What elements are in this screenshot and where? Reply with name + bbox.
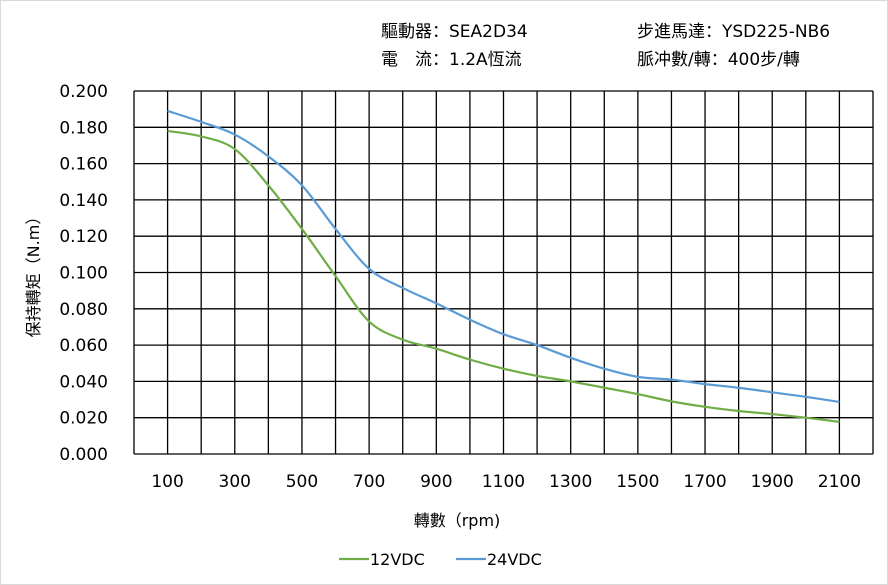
y-tick-label: 0.100 [59, 264, 108, 284]
motor-value: YSD225-NB6 [722, 22, 831, 42]
y-tick-label: 0.060 [59, 336, 108, 356]
y-axis-label: 保持轉矩（N.m） [24, 209, 43, 338]
motor-info: 步進馬達：YSD225-NB6 [637, 17, 830, 42]
series-line-24VDC [167, 109, 840, 403]
pulse-value: 400步/轉 [727, 50, 800, 70]
x-tick-label: 1700 [683, 472, 726, 492]
motor-label: 步進馬達： [637, 22, 722, 42]
y-tick-label: 0.000 [59, 445, 108, 465]
y-tick-label: 0.180 [59, 118, 108, 138]
current-info: 電 流：1.2A恆流 [381, 45, 522, 70]
y-tick-label: 0.160 [59, 155, 108, 175]
pulse-label: 脈冲數/轉： [637, 50, 728, 70]
driver-info: 驅動器：SEA2D34 [381, 17, 528, 42]
x-tick-label: 1300 [549, 472, 592, 492]
x-tick-label: 300 [219, 472, 251, 492]
x-tick-label: 2100 [818, 472, 861, 492]
y-tick-label: 0.020 [59, 409, 108, 429]
y-tick-label: 0.200 [59, 82, 108, 102]
x-tick-label: 1100 [482, 472, 525, 492]
x-tick-label: 1900 [751, 472, 794, 492]
x-tick-label: 100 [151, 472, 183, 492]
driver-label: 驅動器： [381, 22, 449, 42]
x-tick-label: 700 [353, 472, 385, 492]
x-tick-label: 900 [420, 472, 452, 492]
current-value: 1.2A恆流 [449, 50, 522, 70]
y-tick-label: 0.120 [59, 227, 108, 247]
pulse-info: 脈冲數/轉：400步/轉 [637, 45, 800, 70]
current-label: 電 流： [381, 50, 449, 70]
y-tick-label: 0.140 [59, 191, 108, 211]
x-axis-label: 轉數（rpm) [414, 511, 501, 530]
driver-value: SEA2D34 [449, 22, 528, 42]
x-tick-label: 500 [286, 472, 318, 492]
legend-label-24VDC: 24VDC [487, 550, 542, 569]
y-tick-label: 0.080 [59, 300, 108, 320]
series-line-12VDC [167, 129, 840, 423]
x-tick-label: 1500 [616, 472, 659, 492]
y-tick-label: 0.040 [59, 372, 108, 392]
legend-label-12VDC: 12VDC [370, 550, 425, 569]
